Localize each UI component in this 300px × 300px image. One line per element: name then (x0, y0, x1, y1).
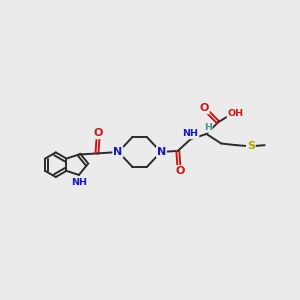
Text: H: H (204, 123, 212, 132)
Text: S: S (247, 141, 255, 151)
Text: O: O (176, 166, 185, 176)
Text: O: O (200, 103, 209, 113)
Text: N: N (113, 147, 122, 157)
Text: NH: NH (71, 178, 87, 187)
Text: NH: NH (182, 130, 199, 139)
Text: N: N (157, 147, 166, 157)
Text: O: O (93, 128, 103, 138)
Text: OH: OH (227, 109, 244, 118)
